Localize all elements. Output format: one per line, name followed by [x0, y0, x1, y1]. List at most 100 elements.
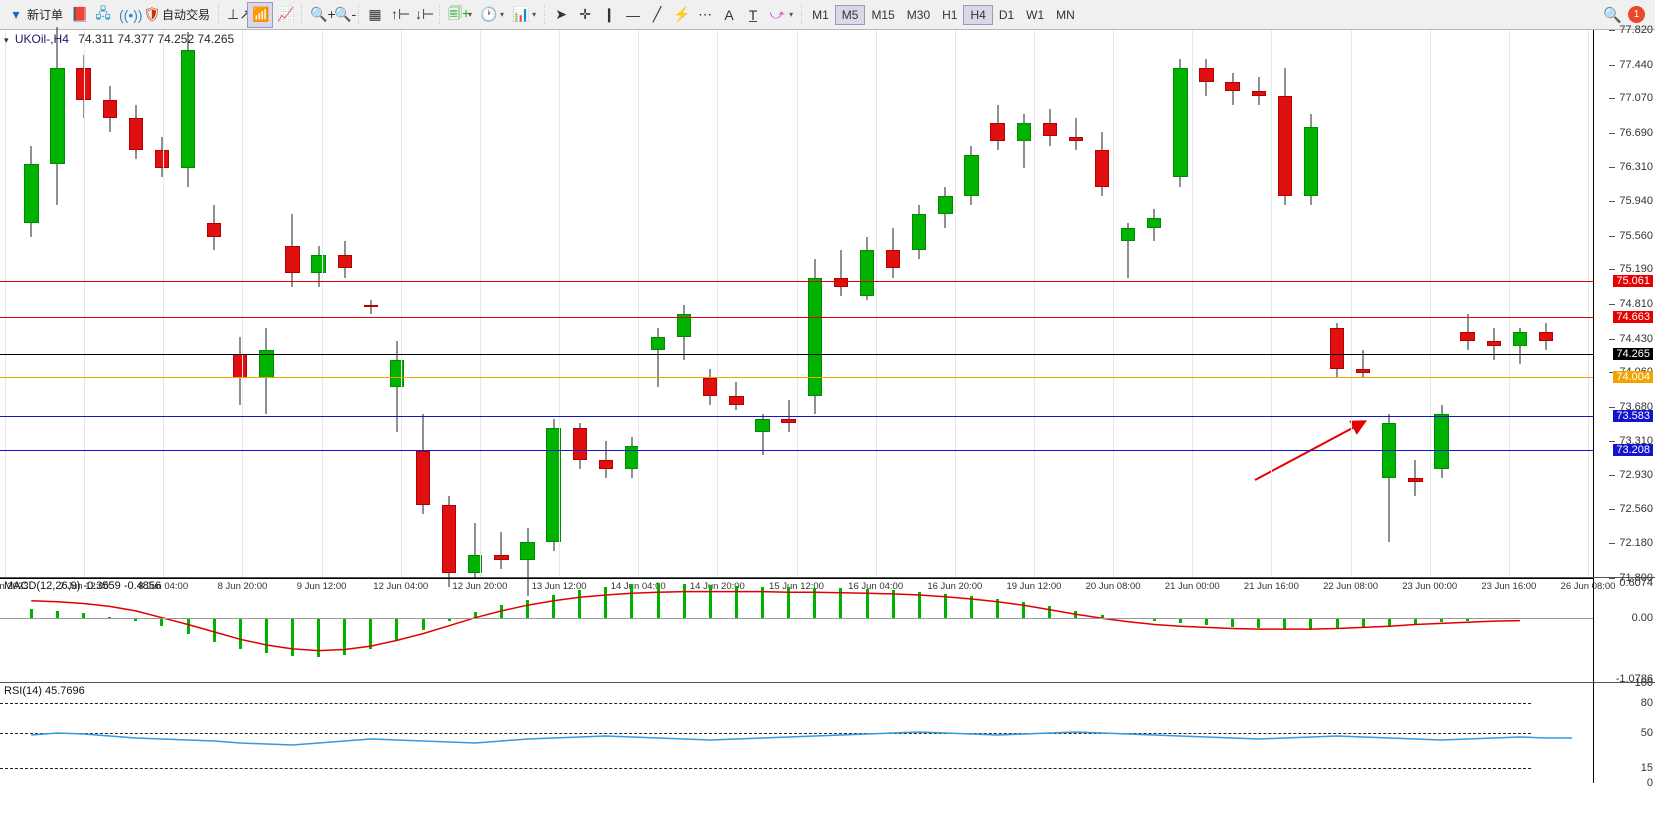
price-level-line[interactable]: [0, 450, 1593, 451]
candlestick[interactable]: [1408, 30, 1422, 578]
candlestick[interactable]: [103, 30, 117, 578]
price-level-label[interactable]: 74.663: [1613, 311, 1653, 323]
candlestick[interactable]: [1304, 30, 1318, 578]
candlestick[interactable]: [808, 30, 822, 578]
timeframe-m1[interactable]: M1: [806, 6, 835, 24]
candlestick[interactable]: [781, 30, 795, 578]
candlestick[interactable]: [1487, 30, 1501, 578]
candlestick[interactable]: [50, 30, 64, 578]
text-box-tool-button[interactable]: T̲: [741, 2, 765, 28]
candlestick[interactable]: [416, 30, 430, 578]
rsi-axis[interactable]: 100 80 50 15 0: [1593, 683, 1655, 783]
hline-tool-button[interactable]: ―: [621, 2, 645, 28]
channel-tool-button[interactable]: ⋯: [693, 2, 717, 28]
candlestick[interactable]: [1095, 30, 1109, 578]
candlestick[interactable]: [651, 30, 665, 578]
candlestick[interactable]: [520, 30, 534, 578]
candlestick[interactable]: [1121, 30, 1135, 578]
curve-chart-icon-button[interactable]: 📈: [273, 2, 297, 28]
timeframe-m30[interactable]: M30: [901, 6, 936, 24]
candlestick[interactable]: [1199, 30, 1213, 578]
signal-button[interactable]: ((•)): [115, 2, 139, 28]
bar-chart-icon-button[interactable]: 📶: [247, 2, 273, 28]
candlestick[interactable]: [311, 30, 325, 578]
candlestick[interactable]: [1252, 30, 1266, 578]
timeframe-w1[interactable]: W1: [1020, 6, 1050, 24]
candlestick[interactable]: [860, 30, 874, 578]
macd-pane[interactable]: MACD(12,26,9) -0.3559 -0.4856 0.6074 0.00…: [0, 578, 1655, 683]
candlestick[interactable]: [129, 30, 143, 578]
arrows-tool-button[interactable]: ⤻ ▾: [765, 2, 797, 28]
candlestick[interactable]: [259, 30, 273, 578]
notification-badge[interactable]: 1: [1628, 6, 1645, 23]
timeframe-m5[interactable]: M5: [835, 5, 866, 25]
price-level-label[interactable]: 75.061: [1613, 275, 1653, 287]
scale-down-button[interactable]: ↓⊢: [411, 2, 435, 28]
candlestick[interactable]: [729, 30, 743, 578]
candlestick[interactable]: [677, 30, 691, 578]
candlestick[interactable]: [1539, 30, 1553, 578]
macd-signal-line[interactable]: [0, 578, 1593, 683]
candlestick[interactable]: [285, 30, 299, 578]
candlestick[interactable]: [494, 30, 508, 578]
price-level-label[interactable]: 73.208: [1613, 444, 1653, 456]
price-level-line[interactable]: [0, 416, 1593, 417]
candlestick[interactable]: [1043, 30, 1057, 578]
timeframe-d1[interactable]: D1: [993, 6, 1020, 24]
candlestick[interactable]: [390, 30, 404, 578]
timeframes-menu-button[interactable]: 🕐 ▾: [476, 2, 508, 28]
candlestick[interactable]: [912, 30, 926, 578]
candlestick[interactable]: [625, 30, 639, 578]
price-level-line[interactable]: [0, 317, 1593, 318]
fibonacci-tool-button[interactable]: ⚡: [669, 2, 693, 28]
candlestick[interactable]: [364, 30, 378, 578]
candlestick[interactable]: [1069, 30, 1083, 578]
rsi-line[interactable]: [0, 683, 1593, 783]
autotrading-label-button[interactable]: 🛡 自动交易: [139, 2, 214, 28]
crosshair-tool-button[interactable]: ✛: [573, 2, 597, 28]
candlestick[interactable]: [233, 30, 247, 578]
zoom-out-button[interactable]: 🔍-: [330, 2, 354, 28]
macd-axis[interactable]: 0.6074 0.00 -1.0786: [1593, 578, 1655, 682]
price-level-label[interactable]: 74.265: [1613, 348, 1653, 360]
candlestick[interactable]: [599, 30, 613, 578]
text-tool-button[interactable]: A: [717, 2, 741, 28]
macd-series[interactable]: [0, 578, 1593, 682]
price-axis[interactable]: 77.820 77.440 77.070 76.690 76.310 75.940 75.5…: [1593, 30, 1655, 577]
new-indicator-button[interactable]: 🗐+ ▾: [444, 2, 476, 28]
candlestick[interactable]: [181, 30, 195, 578]
grid-toggle-button[interactable]: ▦: [363, 2, 387, 28]
scale-up-button[interactable]: ↑⊢: [387, 2, 411, 28]
autotrading-toggle[interactable]: 🖧: [91, 2, 115, 28]
candlestick[interactable]: [1173, 30, 1187, 578]
trendline-tool-button[interactable]: ╱: [645, 2, 669, 28]
search-icon[interactable]: 🔍: [1603, 6, 1622, 24]
candlestick[interactable]: [573, 30, 587, 578]
candlestick[interactable]: [964, 30, 978, 578]
candlestick[interactable]: [1382, 30, 1396, 578]
candlestick[interactable]: [1017, 30, 1031, 578]
rsi-pane[interactable]: RSI(14) 45.7696 100 80 50 15 0: [0, 683, 1655, 783]
candlestick[interactable]: [442, 30, 456, 578]
candlestick[interactable]: [207, 30, 221, 578]
timeframe-m15[interactable]: M15: [865, 6, 900, 24]
candlestick[interactable]: [990, 30, 1004, 578]
candlestick[interactable]: [834, 30, 848, 578]
candlestick[interactable]: [1278, 30, 1292, 578]
candlestick[interactable]: [755, 30, 769, 578]
rsi-series[interactable]: [0, 683, 1593, 783]
timeframe-mn[interactable]: MN: [1050, 6, 1081, 24]
candlestick[interactable]: [703, 30, 717, 578]
price-pane[interactable]: ▾ UKOil-,H4 74.311 74.377 74.252 74.265 …: [0, 30, 1655, 578]
candlestick[interactable]: [1460, 30, 1474, 578]
price-level-line[interactable]: [0, 354, 1593, 355]
candlestick[interactable]: [1513, 30, 1527, 578]
price-level-label[interactable]: 73.583: [1613, 410, 1653, 422]
zoom-in-button[interactable]: 🔍+: [306, 2, 330, 28]
new-order-button[interactable]: ▾ 新订单: [4, 2, 67, 28]
candlestick[interactable]: [938, 30, 952, 578]
timeframe-h4[interactable]: H4: [963, 5, 992, 25]
price-level-line[interactable]: [0, 281, 1593, 282]
candlestick[interactable]: [1434, 30, 1448, 578]
price-level-label[interactable]: 74.004: [1613, 371, 1653, 383]
